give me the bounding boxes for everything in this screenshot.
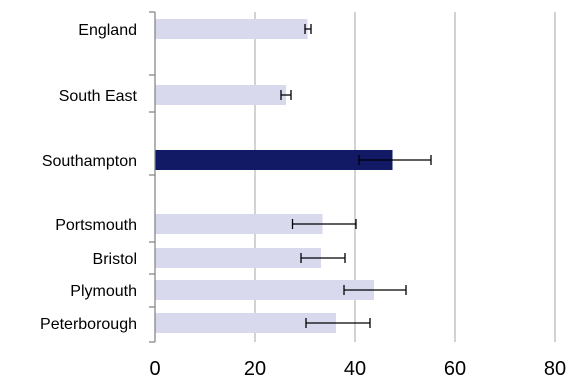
category-label-south-east: South East — [59, 88, 138, 105]
bar-plymouth — [155, 280, 374, 300]
bars — [155, 19, 393, 333]
bar-south-east — [155, 85, 286, 105]
x-tick-label-80: 80 — [544, 358, 566, 378]
axes — [149, 11, 156, 343]
category-label-peterborough: Peterborough — [40, 316, 137, 333]
category-label-plymouth: Plymouth — [70, 283, 137, 300]
x-tick-label-0: 0 — [149, 358, 160, 378]
error-bar-southampton — [358, 155, 432, 165]
x-tick-label-20: 20 — [244, 358, 266, 378]
x-tick-label-40: 40 — [344, 358, 366, 378]
x-tick-labels: 0 20 40 60 80 — [149, 358, 566, 378]
bar-england — [155, 19, 308, 39]
error-bar-south-east — [280, 90, 292, 100]
x-tick-label-60: 60 — [444, 358, 466, 378]
category-label-bristol: Bristol — [93, 251, 137, 268]
bar-bristol — [155, 248, 321, 268]
category-label-england: England — [78, 22, 137, 39]
bar-southampton — [155, 150, 393, 170]
bar-peterborough — [155, 313, 336, 333]
category-label-portsmouth: Portsmouth — [55, 217, 137, 234]
bar-portsmouth — [155, 214, 323, 234]
error-bar-peterborough — [305, 318, 371, 328]
error-bar-plymouth — [343, 285, 407, 295]
error-bar-bristol — [300, 253, 346, 263]
error-bars — [280, 24, 432, 328]
category-label-southampton: Southampton — [42, 153, 137, 170]
error-bar-england — [304, 24, 312, 34]
category-labels: England South East Southampton Portsmouth Br… — [40, 22, 138, 333]
error-bar-portsmouth — [291, 219, 357, 229]
